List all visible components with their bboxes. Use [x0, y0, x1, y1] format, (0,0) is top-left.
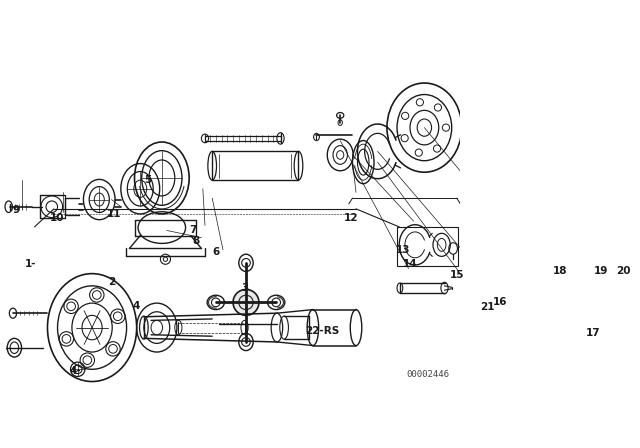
Text: 14: 14 [403, 259, 417, 269]
Text: 21: 21 [481, 302, 495, 312]
Text: 18: 18 [552, 267, 567, 276]
Text: 10: 10 [51, 212, 65, 223]
Text: 1-: 1- [25, 259, 36, 269]
Text: 17: 17 [586, 328, 601, 338]
Text: 19: 19 [594, 267, 609, 276]
Text: 00002446: 00002446 [406, 370, 449, 379]
Text: 13: 13 [396, 245, 410, 255]
Text: 22-RS: 22-RS [305, 326, 339, 336]
Text: 20: 20 [616, 267, 630, 276]
Text: 4-: 4- [70, 366, 81, 376]
Text: 15: 15 [449, 270, 464, 280]
Text: 2: 2 [108, 277, 115, 287]
Text: 8: 8 [192, 236, 199, 246]
Text: 7: 7 [189, 225, 196, 236]
Text: 12: 12 [344, 212, 358, 223]
Bar [397, 227, 458, 267]
Text: 5: 5 [144, 175, 151, 185]
Text: 6: 6 [212, 247, 220, 257]
Text: 3: 3 [241, 283, 248, 293]
Text: 4: 4 [133, 301, 140, 311]
Text: 16: 16 [493, 297, 507, 307]
Text: 11: 11 [106, 209, 121, 219]
Text: 9: 9 [12, 205, 19, 215]
Ellipse shape [233, 289, 259, 315]
